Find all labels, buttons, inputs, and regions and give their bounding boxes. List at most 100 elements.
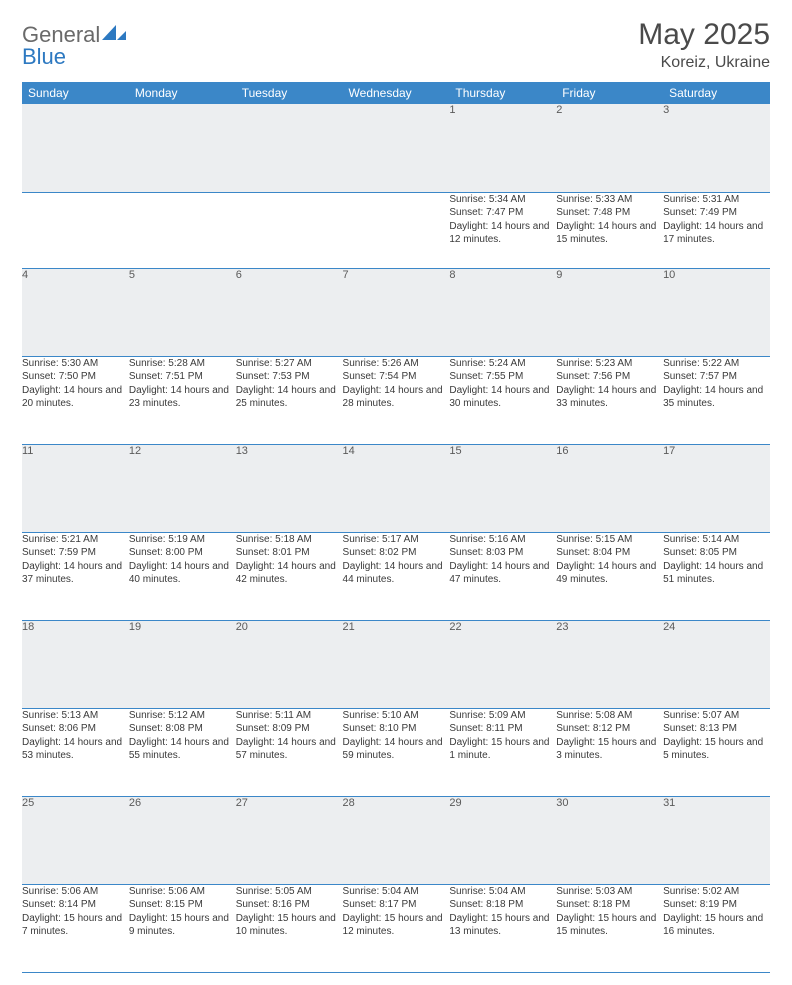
day-number: 26 (129, 796, 236, 884)
sunrise-text: Sunrise: 5:21 AM (22, 533, 129, 547)
sunset-text: Sunset: 8:14 PM (22, 898, 129, 912)
day-number (129, 104, 236, 192)
day-number: 5 (129, 268, 236, 356)
day-number: 25 (22, 796, 129, 884)
sunrise-text: Sunrise: 5:34 AM (449, 193, 556, 207)
daylight-text: Daylight: 15 hours and 15 minutes. (556, 912, 663, 939)
day-number: 3 (663, 104, 770, 192)
page-subtitle: Koreiz, Ukraine (638, 54, 770, 72)
day-number: 24 (663, 620, 770, 708)
day-number: 16 (556, 444, 663, 532)
sunset-text: Sunset: 7:59 PM (22, 546, 129, 560)
sunset-text: Sunset: 8:08 PM (129, 722, 236, 736)
calendar-page: GeneralBlue May 2025 Koreiz, Ukraine Sun… (0, 0, 792, 985)
daylight-text: Daylight: 14 hours and 59 minutes. (343, 736, 450, 763)
day-number: 20 (236, 620, 343, 708)
weekday-header: Tuesday (236, 82, 343, 104)
sunset-text: Sunset: 8:01 PM (236, 546, 343, 560)
day-number (22, 104, 129, 192)
sunrise-text: Sunrise: 5:04 AM (449, 885, 556, 899)
logo-sail-icon (102, 29, 128, 46)
day-cell: Sunrise: 5:08 AMSunset: 8:12 PMDaylight:… (556, 708, 663, 796)
daylight-text: Daylight: 15 hours and 12 minutes. (343, 912, 450, 939)
sunrise-text: Sunrise: 5:33 AM (556, 193, 663, 207)
sunset-text: Sunset: 8:18 PM (449, 898, 556, 912)
sunrise-text: Sunrise: 5:09 AM (449, 709, 556, 723)
day-number: 11 (22, 444, 129, 532)
daylight-text: Daylight: 14 hours and 20 minutes. (22, 384, 129, 411)
sunrise-text: Sunrise: 5:22 AM (663, 357, 770, 371)
day-cell: Sunrise: 5:07 AMSunset: 8:13 PMDaylight:… (663, 708, 770, 796)
content-row: Sunrise: 5:06 AMSunset: 8:14 PMDaylight:… (22, 884, 770, 972)
sunset-text: Sunset: 7:50 PM (22, 370, 129, 384)
sunset-text: Sunset: 8:03 PM (449, 546, 556, 560)
daylight-text: Daylight: 14 hours and 17 minutes. (663, 220, 770, 247)
day-number: 23 (556, 620, 663, 708)
daylight-text: Daylight: 14 hours and 42 minutes. (236, 560, 343, 587)
daylight-text: Daylight: 14 hours and 23 minutes. (129, 384, 236, 411)
day-number: 2 (556, 104, 663, 192)
daynum-row: 25262728293031 (22, 796, 770, 884)
daylight-text: Daylight: 15 hours and 7 minutes. (22, 912, 129, 939)
sunrise-text: Sunrise: 5:06 AM (129, 885, 236, 899)
day-cell: Sunrise: 5:06 AMSunset: 8:14 PMDaylight:… (22, 884, 129, 972)
weekday-header-row: Sunday Monday Tuesday Wednesday Thursday… (22, 82, 770, 104)
logo-text-blue: Blue (22, 44, 128, 70)
day-cell: Sunrise: 5:16 AMSunset: 8:03 PMDaylight:… (449, 532, 556, 620)
daynum-row: 11121314151617 (22, 444, 770, 532)
sunrise-text: Sunrise: 5:03 AM (556, 885, 663, 899)
page-title: May 2025 (638, 18, 770, 52)
daylight-text: Daylight: 14 hours and 44 minutes. (343, 560, 450, 587)
daylight-text: Daylight: 14 hours and 51 minutes. (663, 560, 770, 587)
sunset-text: Sunset: 8:13 PM (663, 722, 770, 736)
day-number: 4 (22, 268, 129, 356)
sunrise-text: Sunrise: 5:23 AM (556, 357, 663, 371)
sunset-text: Sunset: 8:18 PM (556, 898, 663, 912)
header: GeneralBlue May 2025 Koreiz, Ukraine (22, 18, 770, 72)
sunrise-text: Sunrise: 5:24 AM (449, 357, 556, 371)
day-number: 31 (663, 796, 770, 884)
sunrise-text: Sunrise: 5:04 AM (343, 885, 450, 899)
daylight-text: Daylight: 15 hours and 10 minutes. (236, 912, 343, 939)
sunrise-text: Sunrise: 5:14 AM (663, 533, 770, 547)
day-cell: Sunrise: 5:19 AMSunset: 8:00 PMDaylight:… (129, 532, 236, 620)
daylight-text: Daylight: 14 hours and 33 minutes. (556, 384, 663, 411)
sunset-text: Sunset: 8:06 PM (22, 722, 129, 736)
sunrise-text: Sunrise: 5:30 AM (22, 357, 129, 371)
sunset-text: Sunset: 8:16 PM (236, 898, 343, 912)
day-cell: Sunrise: 5:17 AMSunset: 8:02 PMDaylight:… (343, 532, 450, 620)
daylight-text: Daylight: 14 hours and 37 minutes. (22, 560, 129, 587)
day-number: 9 (556, 268, 663, 356)
day-cell: Sunrise: 5:26 AMSunset: 7:54 PMDaylight:… (343, 356, 450, 444)
sunset-text: Sunset: 8:02 PM (343, 546, 450, 560)
day-number: 15 (449, 444, 556, 532)
day-cell: Sunrise: 5:33 AMSunset: 7:48 PMDaylight:… (556, 192, 663, 268)
sunrise-text: Sunrise: 5:19 AM (129, 533, 236, 547)
sunset-text: Sunset: 8:10 PM (343, 722, 450, 736)
day-number: 19 (129, 620, 236, 708)
day-number: 7 (343, 268, 450, 356)
sunset-text: Sunset: 7:54 PM (343, 370, 450, 384)
sunset-text: Sunset: 8:17 PM (343, 898, 450, 912)
day-number: 18 (22, 620, 129, 708)
daylight-text: Daylight: 14 hours and 25 minutes. (236, 384, 343, 411)
sunset-text: Sunset: 7:51 PM (129, 370, 236, 384)
sunset-text: Sunset: 8:09 PM (236, 722, 343, 736)
sunrise-text: Sunrise: 5:31 AM (663, 193, 770, 207)
day-cell: Sunrise: 5:11 AMSunset: 8:09 PMDaylight:… (236, 708, 343, 796)
calendar-table: Sunday Monday Tuesday Wednesday Thursday… (22, 82, 770, 973)
content-row: Sunrise: 5:13 AMSunset: 8:06 PMDaylight:… (22, 708, 770, 796)
day-number: 29 (449, 796, 556, 884)
day-cell: Sunrise: 5:14 AMSunset: 8:05 PMDaylight:… (663, 532, 770, 620)
day-cell: Sunrise: 5:04 AMSunset: 8:18 PMDaylight:… (449, 884, 556, 972)
daynum-row: 18192021222324 (22, 620, 770, 708)
day-cell: Sunrise: 5:02 AMSunset: 8:19 PMDaylight:… (663, 884, 770, 972)
daylight-text: Daylight: 14 hours and 35 minutes. (663, 384, 770, 411)
sunrise-text: Sunrise: 5:16 AM (449, 533, 556, 547)
daylight-text: Daylight: 14 hours and 15 minutes. (556, 220, 663, 247)
sunrise-text: Sunrise: 5:02 AM (663, 885, 770, 899)
daylight-text: Daylight: 14 hours and 49 minutes. (556, 560, 663, 587)
day-cell: Sunrise: 5:12 AMSunset: 8:08 PMDaylight:… (129, 708, 236, 796)
daylight-text: Daylight: 15 hours and 13 minutes. (449, 912, 556, 939)
sunrise-text: Sunrise: 5:18 AM (236, 533, 343, 547)
